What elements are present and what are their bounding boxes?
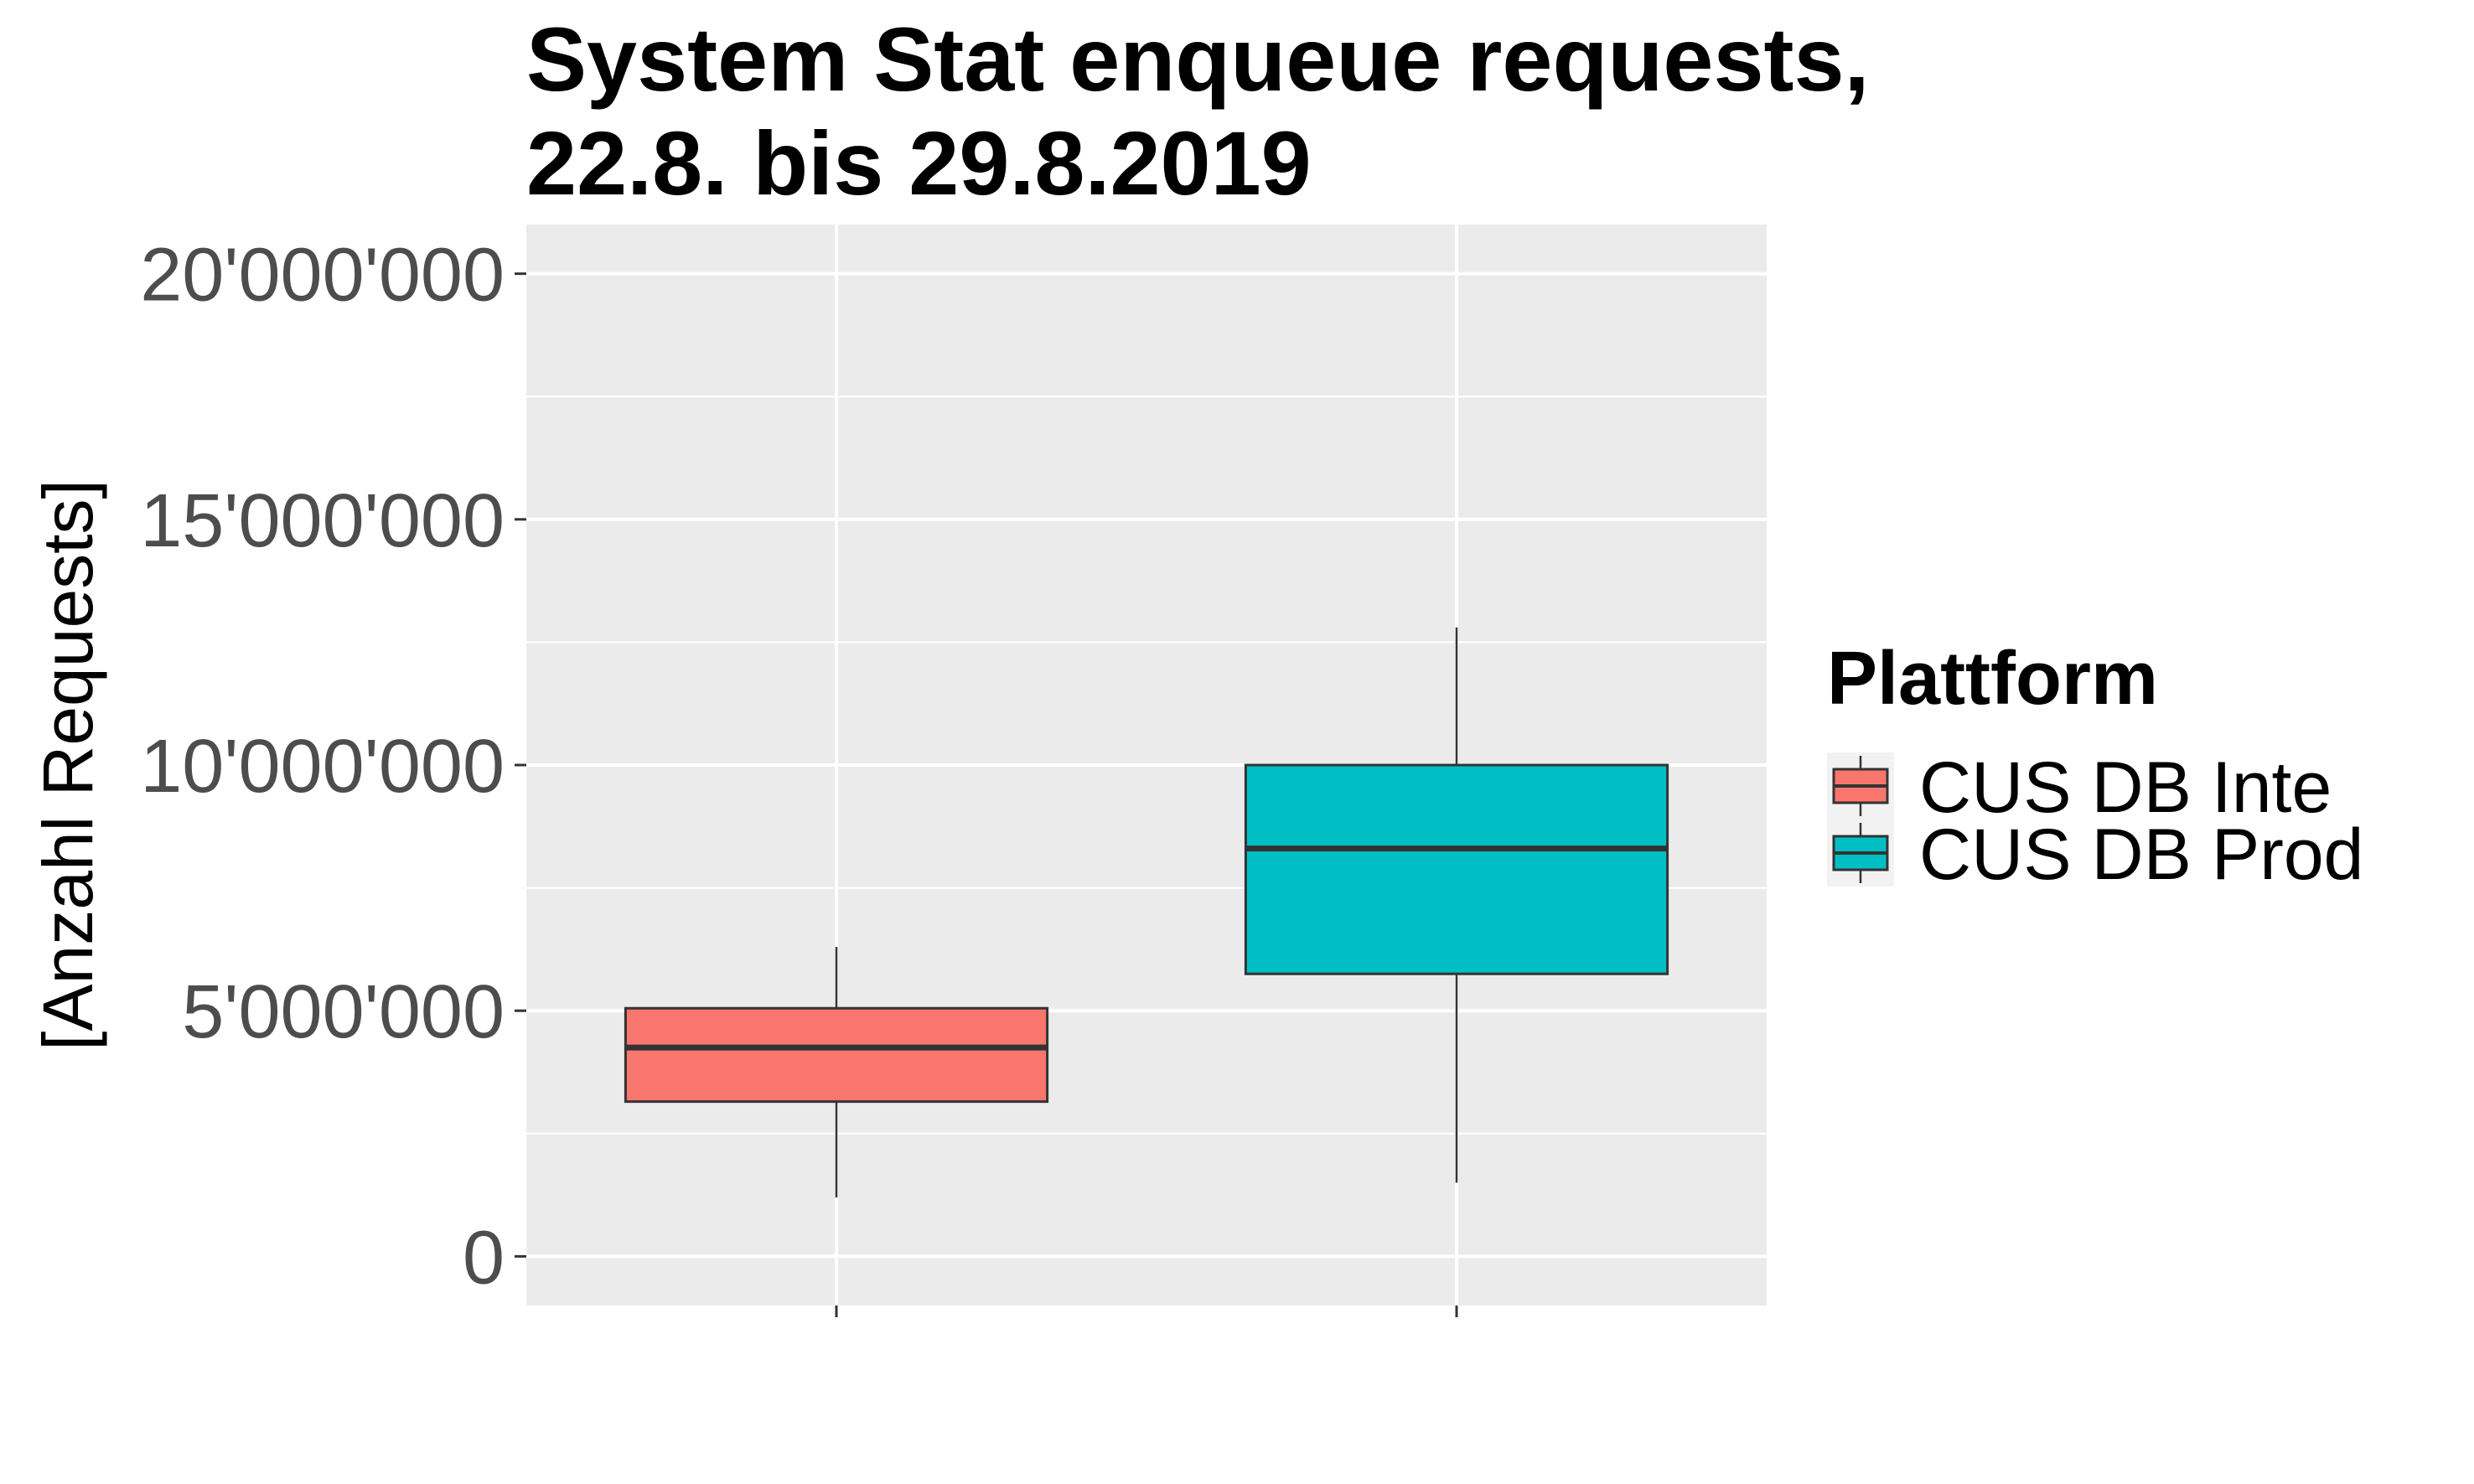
x-axis <box>835 1306 1458 1317</box>
y-tick-label: 20'000'000 <box>140 234 505 318</box>
y-tick-label: 10'000'000 <box>140 725 505 809</box>
legend-item-1: CUS DB Inte <box>1827 747 2332 828</box>
chart-title-line-1: System Stat enqueue requests, <box>526 8 1870 110</box>
legend-label: CUS DB Inte <box>1919 747 2332 828</box>
legend-title: Plattform <box>1827 637 2158 721</box>
y-tick-label: 15'000'000 <box>140 479 505 563</box>
legend-label: CUS DB Prod <box>1919 814 2364 895</box>
boxplot-1 <box>624 946 1049 1197</box>
boxplots <box>624 627 1669 1197</box>
y-axis-title: [Anzahl Requests] <box>28 479 107 1051</box>
boxplot-2 <box>1244 627 1669 1183</box>
y-axis: 0 5'000'000 10'000'000 15'000'000 20'000'000 <box>140 234 526 1300</box>
chart-title-line-2: 22.8. bis 29.8.2019 <box>526 112 1312 214</box>
legend-item-2: CUS DB Prod <box>1827 814 2364 895</box>
box <box>1244 763 1669 975</box>
y-tick-label: 5'000'000 <box>182 970 505 1054</box>
box <box>624 1006 1049 1104</box>
y-tick-label: 0 <box>463 1216 505 1300</box>
